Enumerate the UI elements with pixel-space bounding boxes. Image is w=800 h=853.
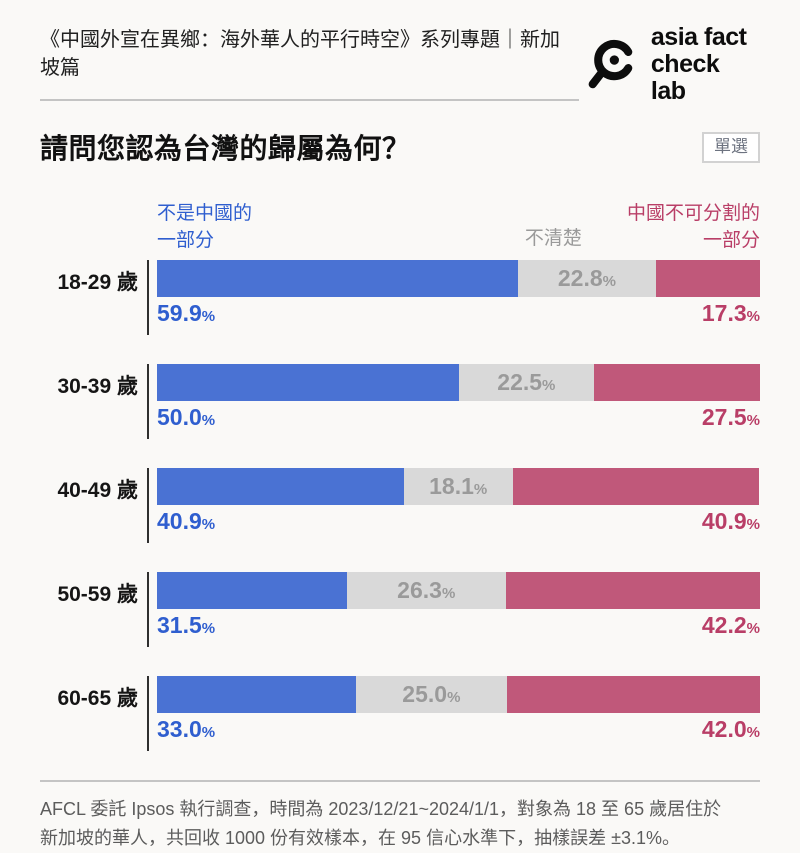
bar-segment-unsure: 22.5% <box>458 364 595 401</box>
bar-row: 40-49 歲 18.1% 40.9% 40.9% <box>40 468 760 543</box>
legend-not-china: 不是中國的 一部分 <box>157 203 253 251</box>
age-label: 18-29 歲 <box>57 271 138 294</box>
not-china-value: 33.0% <box>157 716 216 742</box>
bar-segment-not-china <box>157 468 404 505</box>
not-china-value: 50.0% <box>157 404 216 430</box>
stacked-bar-chart: 不是中國的 一部分 不清楚 中國不可分割的 一部分 18-29 歲 22.8% … <box>40 200 760 751</box>
logo-wordmark: asia fact check lab <box>651 24 760 105</box>
bar-segment-china <box>594 364 760 401</box>
legend-unsure: 不清楚 <box>524 228 582 249</box>
stacked-bar: 18.1% <box>157 468 760 505</box>
bar-row: 30-39 歲 22.5% 50.0% 27.5% <box>40 364 760 439</box>
not-china-value: 31.5% <box>157 612 216 638</box>
logo-line2: check lab <box>650 50 720 105</box>
bar-segment-not-china <box>157 676 356 713</box>
magnifier-icon <box>579 34 641 96</box>
bar-segment-unsure: 25.0% <box>355 676 507 713</box>
bar-segment-unsure: 26.3% <box>346 572 506 609</box>
bar-segment-china <box>506 676 760 713</box>
bar-segment-not-china <box>157 572 347 609</box>
row-chart-area: 22.8% 59.9% 17.3% <box>147 260 760 335</box>
footer-line2: 新加坡的華人，共回收 1000 份有效樣本，在 95 信心水準下，抽樣誤差 ±3… <box>40 828 680 848</box>
bar-segment-china <box>505 572 760 609</box>
afcl-logo: asia fact check lab <box>579 24 760 105</box>
china-value: 42.2% <box>701 612 760 638</box>
unsure-value: 26.3% <box>397 577 456 603</box>
survey-methodology-note: AFCL 委託 Ipsos 執行調查，時間為 2023/12/21~2024/1… <box>40 780 760 853</box>
unsure-value: 22.8% <box>557 265 616 291</box>
chart-legend: 不是中國的 一部分 不清楚 中國不可分割的 一部分 <box>157 200 760 252</box>
bar-row: 60-65 歲 25.0% 33.0% 42.0% <box>40 676 760 751</box>
age-label: 50-59 歲 <box>57 583 138 606</box>
bar-segment-china <box>512 468 760 505</box>
bar-segment-unsure: 22.8% <box>518 260 656 297</box>
stacked-bar: 25.0% <box>157 676 760 713</box>
age-label: 30-39 歲 <box>57 375 138 398</box>
unsure-value: 18.1% <box>429 473 488 499</box>
not-china-value: 59.9% <box>157 300 216 326</box>
china-value: 42.0% <box>701 716 760 742</box>
china-value: 27.5% <box>701 404 760 430</box>
bar-row: 50-59 歲 26.3% 31.5% 42.2% <box>40 572 760 647</box>
china-value: 17.3% <box>701 300 760 326</box>
not-china-value: 40.9% <box>157 508 216 534</box>
legend-china: 中國不可分割的 一部分 <box>626 203 760 251</box>
series-title: 《中國外宣在異鄉：海外華人的平行時空》系列專題｜新加坡篇 <box>40 26 579 101</box>
row-chart-area: 26.3% 31.5% 42.2% <box>147 572 760 647</box>
stacked-bar: 22.5% <box>157 364 760 401</box>
row-chart-area: 22.5% 50.0% 27.5% <box>147 364 760 439</box>
row-chart-area: 25.0% 33.0% 42.0% <box>147 676 760 751</box>
unsure-value: 25.0% <box>402 681 461 707</box>
row-chart-area: 18.1% 40.9% 40.9% <box>147 468 760 543</box>
age-label: 60-65 歲 <box>57 687 138 710</box>
age-label: 40-49 歲 <box>57 479 138 502</box>
single-choice-badge: 單選 <box>702 131 760 163</box>
china-value: 40.9% <box>701 508 760 534</box>
bar-segment-unsure: 18.1% <box>403 468 513 505</box>
bar-row: 18-29 歲 22.8% 59.9% 17.3% <box>40 260 760 335</box>
bar-segment-not-china <box>157 260 519 297</box>
footer-line1: AFCL 委託 Ipsos 執行調查，時間為 2023/12/21~2024/1… <box>40 799 722 819</box>
unsure-value: 22.5% <box>497 369 556 395</box>
logo-line1: asia fact <box>650 23 747 51</box>
stacked-bar: 22.8% <box>157 260 760 297</box>
question-title: 請問您認為台灣的歸屬為何？ <box>40 133 411 164</box>
stacked-bar: 26.3% <box>157 572 760 609</box>
page-header: 《中國外宣在異鄉：海外華人的平行時空》系列專題｜新加坡篇 asia fact c… <box>40 24 760 105</box>
bar-segment-china <box>655 260 760 297</box>
bar-segment-not-china <box>157 364 459 401</box>
